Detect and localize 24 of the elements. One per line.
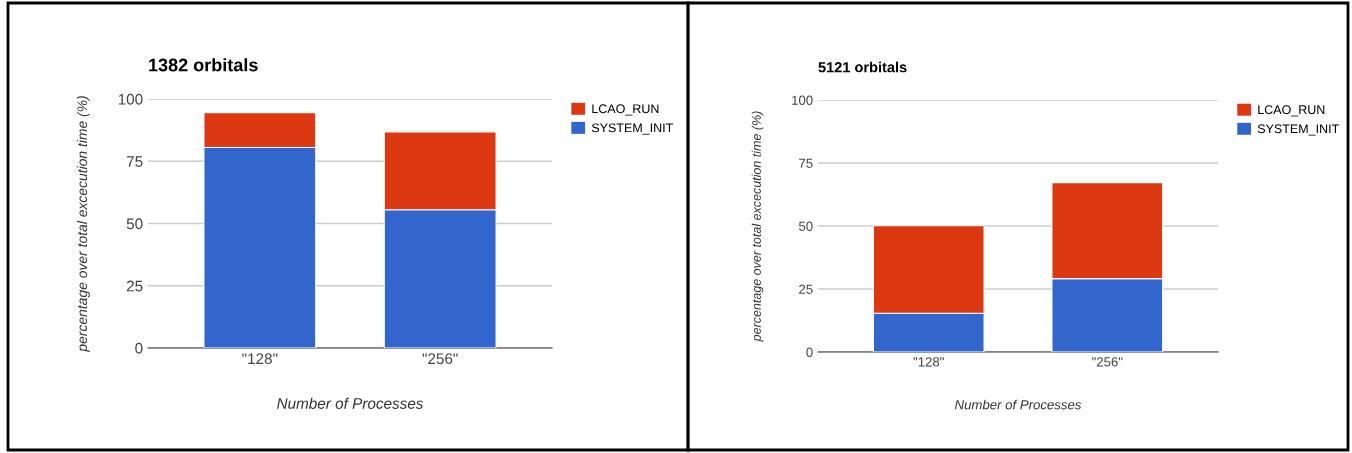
y-tick-label: 100 xyxy=(118,93,143,105)
y-tick-label: 25 xyxy=(126,280,143,292)
x-tick-label: "128" xyxy=(913,357,944,367)
y-tick-label: 50 xyxy=(126,218,143,230)
x-tick-label: "256" xyxy=(422,353,458,365)
chart-title: 1382 orbitals xyxy=(149,58,258,72)
x-tick-label: "256" xyxy=(1092,357,1123,367)
y-tick-label: 75 xyxy=(799,158,813,168)
x-axis-title: Number of Processes xyxy=(277,397,424,409)
y-axis-title: percentage over total excecution time (%) xyxy=(76,96,90,352)
chart-title: 5121 orbitals xyxy=(818,61,907,73)
legend-label: SYSTEM_INIT xyxy=(591,123,673,135)
y-tick-label: 100 xyxy=(792,95,813,105)
y-tick-label: 0 xyxy=(806,347,813,357)
x-tick-label: "128" xyxy=(242,353,278,365)
y-tick-label: 75 xyxy=(126,156,143,167)
y-tick-label: 0 xyxy=(135,342,143,354)
y-tick-label: 25 xyxy=(799,284,813,294)
y-tick-label: 50 xyxy=(798,221,813,231)
legend-label: LCAO_RUN xyxy=(592,104,659,116)
y-axis-title: percentage over total excecution time (%) xyxy=(751,111,764,342)
legend-label: LCAO_RUN xyxy=(1258,105,1325,117)
legend-label: SYSTEM_INIT xyxy=(1257,124,1339,136)
x-axis-title: Number of Processes xyxy=(954,399,1082,410)
